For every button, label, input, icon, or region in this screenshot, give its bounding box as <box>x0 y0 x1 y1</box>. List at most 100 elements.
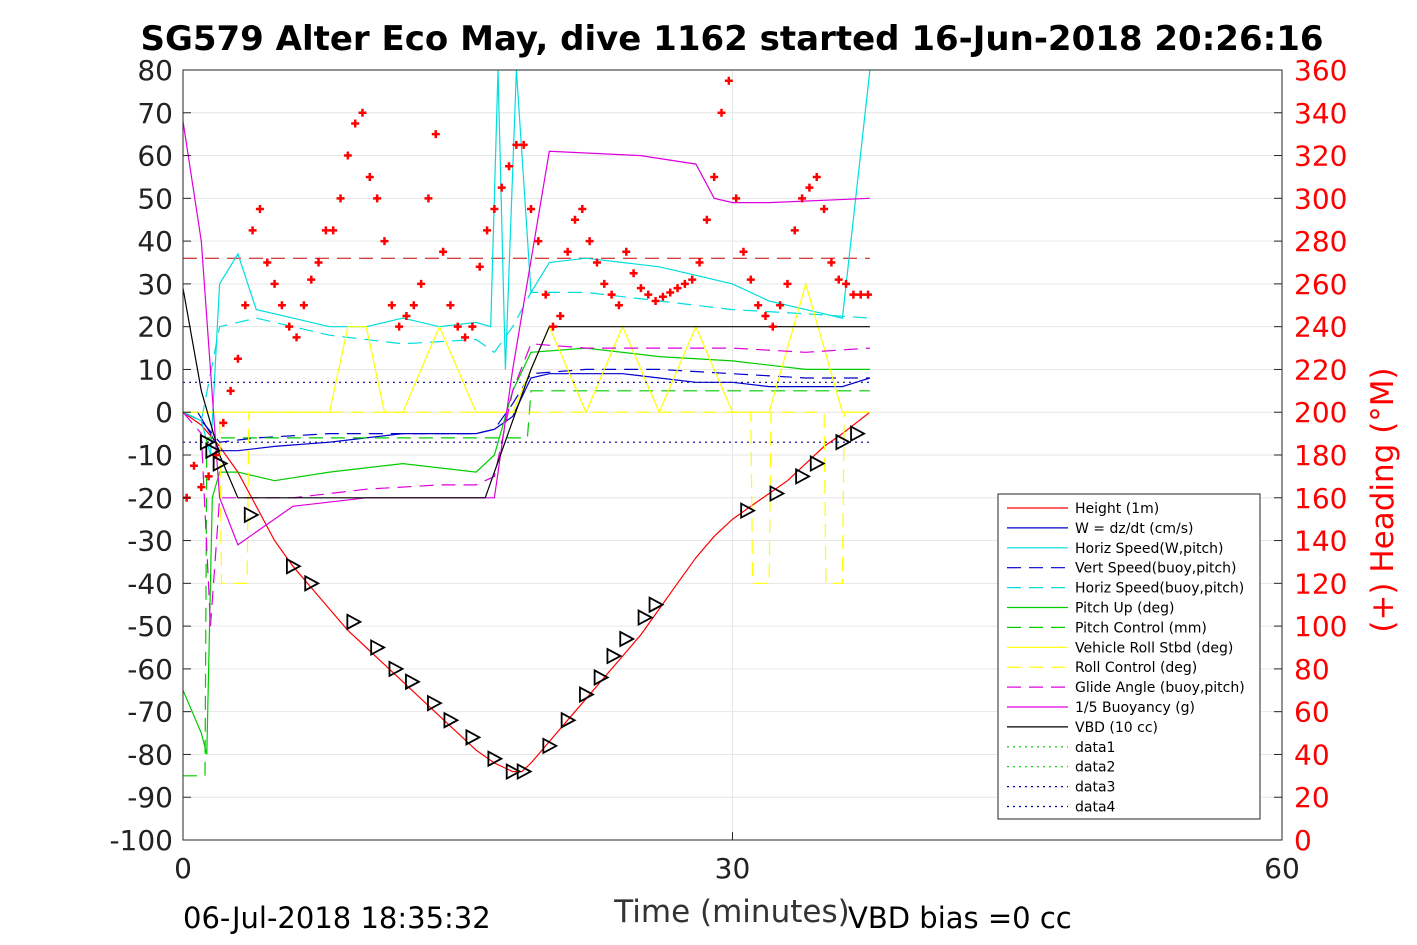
heading-point <box>783 279 792 288</box>
right-tick-label: 360 <box>1294 54 1347 87</box>
legend-entry: Vehicle Roll Stbd (deg) <box>1075 640 1233 656</box>
heading-point <box>563 247 572 256</box>
heading-point <box>790 226 799 235</box>
heading-point <box>578 205 587 214</box>
heading-point <box>321 226 330 235</box>
heading-point <box>812 172 821 181</box>
left-tick-label: -90 <box>127 781 173 814</box>
left-tick-label: -30 <box>127 525 173 558</box>
heading-point <box>219 418 228 427</box>
triangle-marker <box>579 686 595 704</box>
heading-point <box>548 322 557 331</box>
triangle-marker <box>542 737 559 755</box>
right-tick-label: 100 <box>1294 610 1347 643</box>
triangle-marker <box>835 433 852 451</box>
legend-entry: data1 <box>1075 740 1115 756</box>
right-tick-label: 20 <box>1294 781 1330 814</box>
legend-entry: W = dz/dt (cm/s) <box>1075 521 1194 537</box>
legend-entry: Pitch Up (deg) <box>1075 601 1174 617</box>
heading-point <box>636 284 645 293</box>
heading-point <box>739 247 748 256</box>
heading-point <box>754 301 763 310</box>
legend: Height (1m) W = dz/dt (cm/s) Horiz Speed(W… <box>997 493 1261 820</box>
triangle-marker <box>427 694 443 712</box>
heading-point <box>505 162 514 171</box>
legend-entry: data3 <box>1075 780 1115 796</box>
left-tick-label: -100 <box>109 824 173 857</box>
right-tick-label: 340 <box>1294 97 1347 130</box>
heading-point <box>197 483 206 492</box>
heading-point <box>365 172 374 181</box>
heading-point <box>724 76 733 85</box>
legend-entry: Height (1m) <box>1075 501 1159 517</box>
markers-layer <box>182 76 873 781</box>
footer-vbd-bias: VBD bias =0 cc <box>848 901 1072 935</box>
x-tick-label: 60 <box>1264 852 1300 885</box>
heading-point <box>263 258 272 267</box>
right-tick-label: 60 <box>1294 696 1330 729</box>
triangle-marker <box>516 763 533 781</box>
triangle-marker <box>405 673 421 691</box>
right-tick-label: 280 <box>1294 225 1347 258</box>
heading-point <box>189 461 198 470</box>
series-line-6 <box>183 390 870 777</box>
right-tick-label: 180 <box>1294 439 1347 472</box>
triangle-marker <box>637 609 654 627</box>
heading-point <box>607 290 616 299</box>
left-tick-label: 20 <box>137 311 173 344</box>
heading-point <box>299 301 308 310</box>
triangle-marker <box>370 638 387 657</box>
heading-point <box>534 237 543 246</box>
heading-point <box>475 262 484 271</box>
left-tick-label: -70 <box>127 696 173 729</box>
heading-point <box>680 279 689 288</box>
series-line-4 <box>182 291 870 422</box>
right-tick-label: 40 <box>1294 738 1330 771</box>
triangle-marker <box>619 630 636 648</box>
triangle-marker <box>740 502 757 520</box>
heading-point <box>798 194 807 203</box>
heading-point <box>658 292 667 301</box>
heading-point <box>255 205 264 214</box>
heading-point <box>351 119 360 128</box>
heading-point <box>570 215 579 224</box>
triangle-marker <box>388 660 405 678</box>
heading-point <box>600 279 609 288</box>
heading-point <box>446 301 455 310</box>
heading-point <box>490 205 499 214</box>
triangle-marker <box>593 668 610 686</box>
series-line-5 <box>182 347 870 755</box>
heading-point <box>285 322 294 331</box>
heading-point <box>519 140 528 149</box>
heading-point <box>717 108 726 117</box>
triangle-marker <box>560 711 577 729</box>
right-tick-label: 140 <box>1294 525 1347 558</box>
left-tick-label: -50 <box>127 610 173 643</box>
heading-point <box>343 151 352 160</box>
triangle-marker <box>285 557 302 575</box>
right-tick-label: 240 <box>1294 311 1347 344</box>
right-tick-label: 220 <box>1294 353 1347 386</box>
heading-point <box>768 322 777 331</box>
heading-point <box>732 194 741 203</box>
right-tick-label: 0 <box>1294 824 1312 857</box>
heading-point <box>204 472 213 481</box>
triangle-marker <box>648 596 665 614</box>
heading-point <box>614 301 623 310</box>
left-tick-label: 50 <box>137 182 173 215</box>
right-tick-label: 120 <box>1294 567 1347 600</box>
heading-point <box>358 108 367 117</box>
triangle-marker <box>795 467 812 485</box>
left-tick-label: 30 <box>137 268 173 301</box>
left-tick-label: 10 <box>137 353 173 386</box>
left-tick-label: -10 <box>127 439 173 472</box>
series-line-11 <box>182 288 870 499</box>
right-tick-label: 320 <box>1294 140 1347 173</box>
x-tick-label: 0 <box>174 852 192 885</box>
triangle-marker <box>487 750 504 768</box>
right-tick-label: 260 <box>1294 268 1347 301</box>
triangle-marker <box>243 506 260 524</box>
heading-point <box>329 226 338 235</box>
heading-point <box>512 140 521 149</box>
